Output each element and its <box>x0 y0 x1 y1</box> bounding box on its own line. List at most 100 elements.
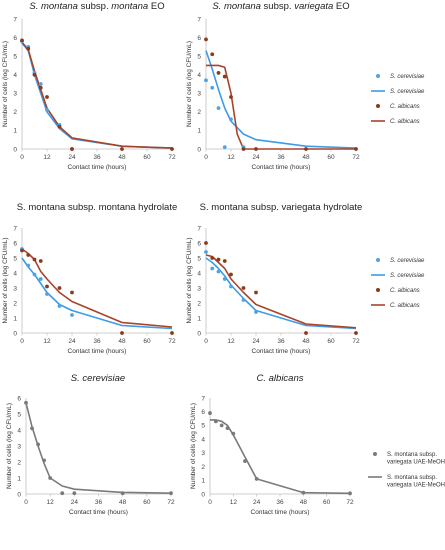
y-tick-label: 2 <box>13 300 17 307</box>
data-point-ca <box>229 95 233 99</box>
y-tick-label: 1 <box>197 315 201 322</box>
y-tick-label: 3 <box>197 285 201 292</box>
y-tick-label: 7 <box>13 225 17 232</box>
data-point-sc <box>241 298 246 302</box>
legend-label: S. cerevisiae <box>390 258 425 264</box>
x-tick-label: 12 <box>227 154 235 161</box>
y-tick-label: 5 <box>17 411 21 418</box>
x-tick-label: 24 <box>252 154 260 161</box>
y-tick-label: 2 <box>197 300 201 307</box>
data-point-mix <box>301 490 306 495</box>
data-point-sc <box>45 292 49 296</box>
x-axis-label: Contact time (hours) <box>252 164 311 171</box>
y-tick-label: 3 <box>201 450 205 457</box>
series-line-sc <box>205 50 357 149</box>
legend-label-line: variegata UAE-MeOH <box>387 483 445 489</box>
x-tick-label: 48 <box>302 154 310 161</box>
data-point-ca <box>45 95 49 99</box>
chart-title-part: S. montana subsp. variegata hydrolate <box>200 202 363 213</box>
data-point-ca <box>70 147 74 151</box>
data-point-ca <box>304 147 308 151</box>
x-axis-label: Contact time (hours) <box>69 509 128 516</box>
chart-title-part: EO <box>148 1 164 12</box>
data-point-ca <box>222 259 227 263</box>
chart-title: C. albicans <box>257 373 304 384</box>
y-tick-label: 6 <box>201 409 205 416</box>
x-tick-label: 36 <box>95 499 103 506</box>
x-tick-label: 0 <box>208 499 212 506</box>
y-tick-label: 4 <box>13 270 17 277</box>
y-tick-label: 1 <box>197 128 201 135</box>
chart-title-part: variegata <box>294 1 333 12</box>
y-tick-label: 6 <box>197 240 201 247</box>
data-point-sc <box>45 108 49 112</box>
data-point-ca <box>170 147 174 151</box>
x-tick-label: 48 <box>118 154 126 161</box>
data-point-ca <box>241 286 246 290</box>
x-tick-label: 24 <box>68 154 76 161</box>
data-point-sc <box>57 304 62 308</box>
data-point-sc <box>216 106 221 111</box>
x-tick-label: 24 <box>252 338 260 345</box>
x-tick-label: 72 <box>346 499 354 506</box>
data-point-sc <box>229 117 233 122</box>
y-axis-label: Number of cells (log CFU/mL) <box>2 238 9 324</box>
data-point-mix <box>243 459 247 463</box>
chart-title-part: S. cerevisiae <box>71 373 125 384</box>
x-axis-label: Contact time (hours) <box>68 348 127 355</box>
series-line-sc <box>205 257 357 330</box>
data-point-mix <box>120 491 125 496</box>
x-axis-label: Contact time (hours) <box>251 509 310 516</box>
series-line-mix <box>210 419 351 495</box>
data-point-mix <box>219 423 224 428</box>
data-point-mix <box>36 442 40 447</box>
data-point-mix <box>60 491 65 496</box>
legend-label-line: S. montana subsp. <box>387 475 437 481</box>
data-point-ca <box>26 253 31 257</box>
y-tick-label: 0 <box>17 491 21 498</box>
data-point-ca <box>38 259 43 263</box>
y-tick-label: 4 <box>197 72 201 79</box>
data-point-mix <box>208 411 212 415</box>
chart-title: S. montana subsp. variegata EO <box>212 1 349 12</box>
x-tick-label: 72 <box>168 154 176 161</box>
y-axis-label: Number of cells (log CFU/mL) <box>186 41 193 127</box>
x-tick-label: 0 <box>24 499 28 506</box>
data-point-ca <box>254 147 258 151</box>
chart-title-part: S. montana subsp. montana hydrolate <box>17 202 178 213</box>
data-point-ca <box>216 257 221 262</box>
chart-title: S. montana subsp. montana EO <box>29 1 164 12</box>
x-axis-label: Contact time (hours) <box>252 348 311 355</box>
data-point-ca <box>45 284 49 289</box>
x-tick-label: 12 <box>227 338 235 345</box>
chart-panel-2: S. montana subsp. variegata EO0 12 24 36 48 6… <box>186 1 360 171</box>
y-tick-label: 3 <box>197 91 201 98</box>
x-tick-label: 72 <box>352 338 360 345</box>
data-point-ca <box>70 290 74 295</box>
x-tick-label: 12 <box>43 154 51 161</box>
data-point-ca <box>20 248 24 253</box>
legend-top: S. cerevisiae S. cerevisiae C. albicans C. … <box>371 74 425 125</box>
legend-label: S. cerevisiae <box>390 74 425 80</box>
data-point-sc <box>210 85 215 90</box>
data-point-mix <box>72 491 77 496</box>
y-tick-label: 6 <box>13 240 17 247</box>
legend-marker-point <box>376 288 380 292</box>
y-tick-label: 3 <box>13 91 17 98</box>
y-tick-label: 7 <box>197 225 201 232</box>
y-tick-label: 4 <box>17 427 21 434</box>
series-line-sc <box>21 42 173 149</box>
x-tick-label: 60 <box>327 338 335 345</box>
x-tick-label: 36 <box>93 154 101 161</box>
y-axis-label: Number of cells (log CFU/mL) <box>6 403 13 489</box>
data-point-mix <box>231 431 236 436</box>
data-point-mix <box>169 491 173 496</box>
legend-label: S. cerevisiae <box>390 89 425 95</box>
x-tick-label: 36 <box>277 154 285 161</box>
data-point-mix <box>254 477 259 481</box>
series-line-ca <box>21 248 173 328</box>
data-point-ca <box>120 331 124 335</box>
